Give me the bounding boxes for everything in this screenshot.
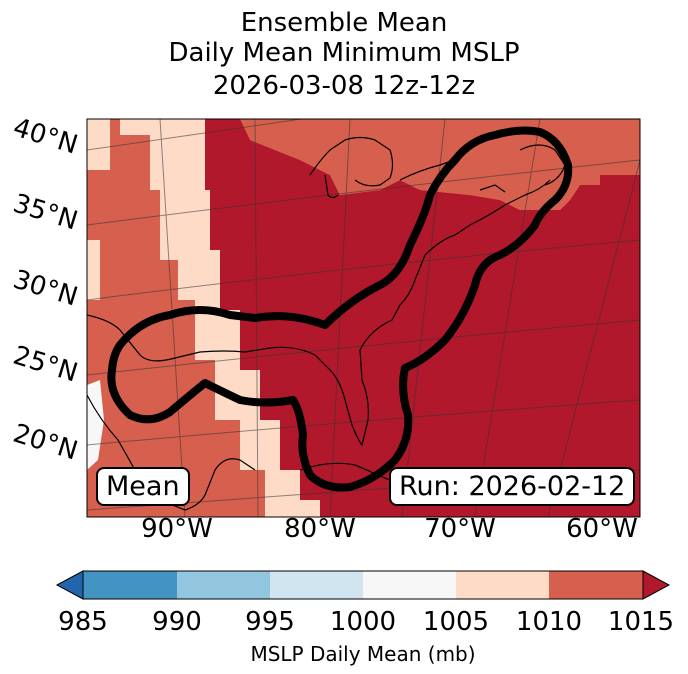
colorbar-seg-985-990 (83, 571, 177, 599)
lon-label-90w: 90°W (141, 514, 213, 544)
colorbar-tick-1005: 1005 (422, 607, 490, 637)
title-line-2: Daily Mean Minimum MSLP (168, 38, 520, 68)
lon-label-80w: 80°W (284, 514, 356, 544)
band-above-1015 (205, 119, 640, 517)
colorbar-seg-995-1000 (270, 571, 363, 599)
colorbar-tick-995: 995 (245, 607, 295, 637)
lon-label-70w: 70°W (424, 514, 496, 544)
lon-label-60w: 60°W (566, 514, 638, 544)
colorbar-extend-low (55, 570, 84, 600)
colorbar (55, 570, 671, 600)
colorbar-seg-1000-1005 (363, 571, 456, 599)
colorbar-tick-1000: 1000 (329, 607, 397, 637)
map-frame (86, 118, 641, 518)
colorbar-extend-high (642, 570, 671, 600)
colorbar-tick-985: 985 (58, 607, 108, 637)
pressure-field (87, 119, 640, 517)
title-line-1: Ensemble Mean (240, 8, 448, 38)
colorbar-seg-1005-1010 (456, 571, 549, 599)
colorbar-tick-990: 990 (152, 607, 202, 637)
run-label: Run: 2026-02-12 (389, 467, 636, 506)
colorbar-title: MSLP Daily Mean (mb) (250, 642, 476, 666)
band-1010-1015-north (205, 119, 640, 210)
mean-contour (107, 126, 573, 492)
mean-label: Mean (96, 467, 190, 506)
colorbar-tick-1015: 1015 (607, 607, 675, 637)
title-line-3: 2026-03-08 12z-12z (212, 71, 476, 101)
colorbar-tick-1010: 1010 (515, 607, 583, 637)
colorbar-seg-990-995 (177, 571, 270, 599)
colorbar-seg-1010-1015 (549, 571, 643, 599)
